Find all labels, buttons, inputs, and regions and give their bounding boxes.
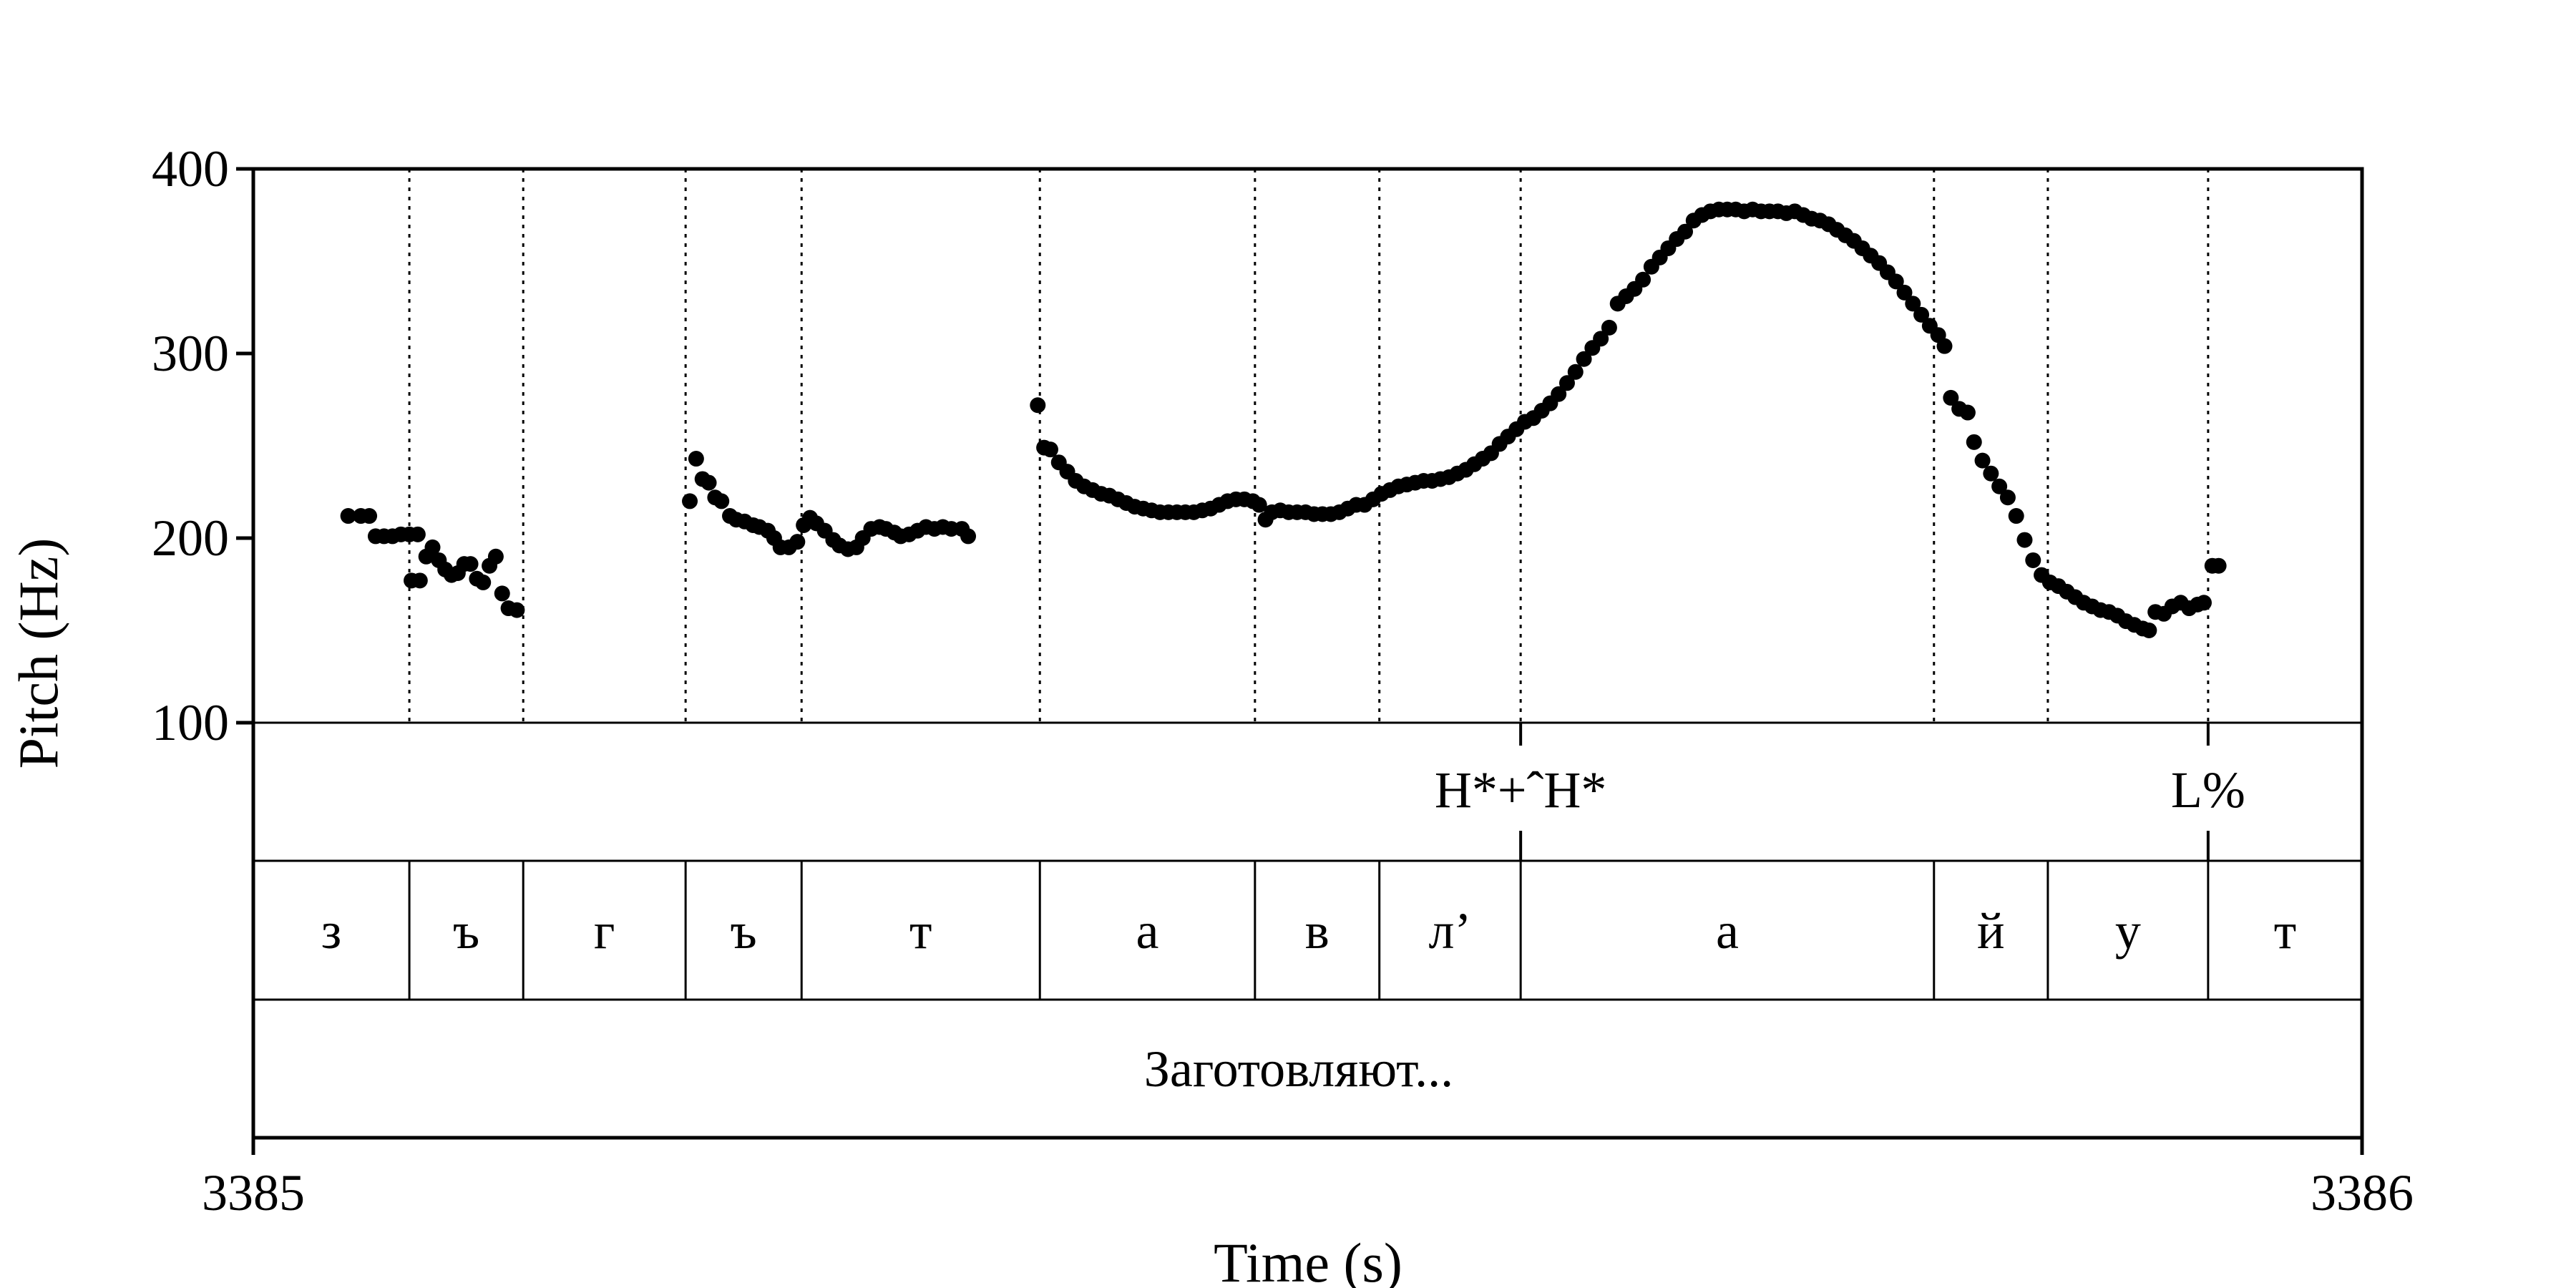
segment-label: т xyxy=(2274,902,2296,960)
pitch-point xyxy=(1635,271,1652,288)
segment-label: в xyxy=(1305,902,1330,960)
pitch-point xyxy=(1936,338,1953,354)
pitch-point xyxy=(1999,489,2016,506)
tone-label: H*+ˆH* xyxy=(1435,761,1607,819)
pitch-point xyxy=(494,585,510,602)
segment-label: а xyxy=(1136,902,1159,960)
pitch-point xyxy=(1601,319,1617,336)
y-tick-label: 300 xyxy=(152,325,229,382)
segment-label: й xyxy=(1977,902,2005,960)
pitch-point xyxy=(1593,331,1609,347)
pitch-point xyxy=(1042,441,1058,458)
y-axis-ticks: 100 200 300 400 xyxy=(152,140,253,751)
pitch-point xyxy=(2141,623,2157,638)
pitch-point xyxy=(2025,552,2041,568)
pitch-point xyxy=(2210,557,2227,574)
pitch-point xyxy=(1974,452,1991,469)
x-tick-label: 3385 xyxy=(202,1164,305,1221)
pitch-point xyxy=(682,493,698,509)
segment-label: г xyxy=(594,902,615,960)
x-axis-title: Time (s) xyxy=(1214,1231,1402,1288)
segment-label: з xyxy=(321,902,341,960)
y-axis-title: Pitch (Hz) xyxy=(7,538,69,769)
pitch-point xyxy=(1888,273,1904,290)
word-label: Заготовляют... xyxy=(1144,1040,1453,1098)
pitch-point xyxy=(960,528,977,545)
pitch-point xyxy=(462,556,479,572)
pitch-point xyxy=(361,508,378,525)
segment-label: ъ xyxy=(453,902,479,960)
segment-label: л’ xyxy=(1428,902,1471,960)
x-axis-ticks: 3385 3386 xyxy=(202,1138,2414,1221)
pitch-point xyxy=(1959,404,1976,421)
x-tick-label: 3386 xyxy=(2311,1164,2414,1221)
segment-tier: з ъ г ъ т а в л’ а й у т xyxy=(321,902,2296,960)
pitch-point xyxy=(1966,434,1982,450)
pitch-point xyxy=(1567,364,1584,380)
pitch-point xyxy=(1896,284,1913,301)
pitch-point xyxy=(411,572,428,589)
pitch-point xyxy=(1576,351,1592,367)
y-tick-label: 100 xyxy=(152,694,229,751)
pitch-point xyxy=(2195,595,2212,611)
y-tick-label: 400 xyxy=(152,140,229,197)
pitch-point xyxy=(1551,386,1567,402)
segment-label: а xyxy=(1716,902,1739,960)
pitch-point xyxy=(1905,296,1921,312)
pitch-point xyxy=(2016,532,2033,548)
pitch-point xyxy=(713,493,730,509)
pitch-point xyxy=(789,534,806,550)
pitch-point xyxy=(487,548,504,565)
pitch-point xyxy=(701,474,717,491)
pitch-points xyxy=(340,201,2227,638)
pitch-point xyxy=(509,602,525,618)
pitch-point xyxy=(424,539,441,555)
pitch-point xyxy=(2008,508,2024,525)
segment-label: у xyxy=(2115,902,2141,960)
pitch-point xyxy=(1991,478,2008,494)
pitch-point xyxy=(1251,497,1267,513)
pitch-point xyxy=(1677,223,1694,240)
segment-boundaries xyxy=(408,169,2210,1000)
pitch-point xyxy=(1030,397,1046,414)
segment-label: ъ xyxy=(731,902,757,960)
pitch-point xyxy=(1983,465,1999,482)
pitch-point xyxy=(340,508,356,525)
segment-label: т xyxy=(909,902,932,960)
y-tick-label: 200 xyxy=(152,509,229,567)
plot-frame xyxy=(251,167,2364,1140)
pitch-point xyxy=(1943,389,1959,406)
tone-label: L% xyxy=(2171,761,2245,819)
pitch-point xyxy=(1558,375,1575,391)
tone-tier: H*+ˆH* L% xyxy=(1435,723,2245,861)
pitch-point xyxy=(1913,306,1930,323)
pitch-point xyxy=(688,451,704,467)
pitch-point xyxy=(409,526,426,542)
pitch-point xyxy=(475,574,492,590)
